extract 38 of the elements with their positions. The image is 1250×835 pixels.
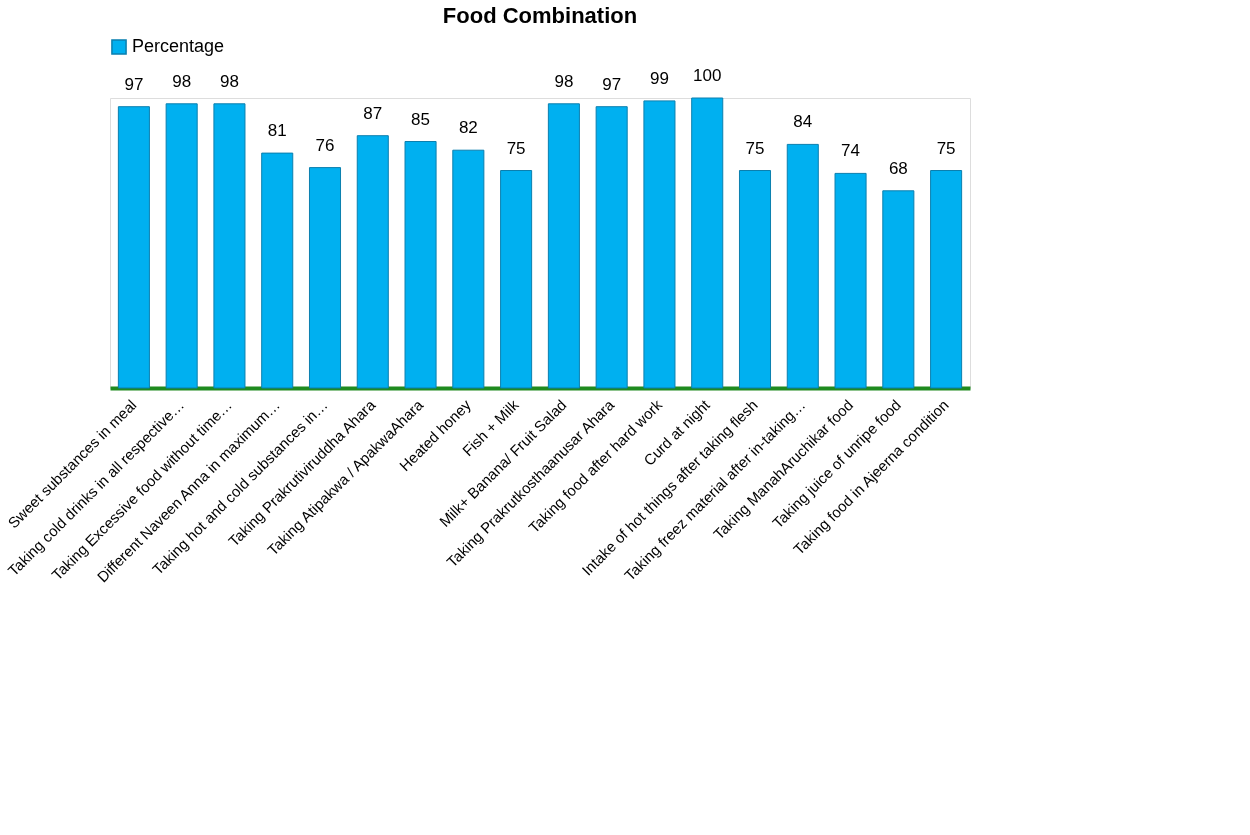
data-label: 85 xyxy=(411,109,431,129)
bar xyxy=(643,100,676,389)
bar xyxy=(786,143,819,389)
data-label: 87 xyxy=(363,103,383,123)
bar xyxy=(882,190,915,389)
bar xyxy=(738,170,772,389)
data-label: 74 xyxy=(841,141,861,161)
legend-label: Percentage xyxy=(132,36,225,56)
bar xyxy=(308,167,342,389)
bar xyxy=(500,170,533,389)
bar xyxy=(261,152,294,389)
data-label: 82 xyxy=(458,118,478,138)
data-label: 97 xyxy=(602,74,622,94)
bar xyxy=(356,135,389,389)
bar xyxy=(930,170,963,389)
bar xyxy=(213,103,246,389)
data-label: 75 xyxy=(506,138,526,158)
data-label: 75 xyxy=(745,138,765,158)
data-label: 98 xyxy=(554,71,574,91)
data-label: 99 xyxy=(649,68,669,88)
bar xyxy=(595,106,628,389)
bar xyxy=(452,149,485,389)
data-label: 97 xyxy=(124,74,144,94)
data-label: 76 xyxy=(315,135,335,155)
data-label: 75 xyxy=(936,138,956,158)
data-label: 81 xyxy=(267,121,287,141)
data-label: 84 xyxy=(793,112,813,132)
chart-title: Food Combination xyxy=(442,3,638,28)
bar xyxy=(404,141,437,389)
bar xyxy=(834,172,867,389)
data-label: 98 xyxy=(172,71,192,91)
bar xyxy=(117,106,150,389)
data-label: 100 xyxy=(693,66,722,85)
data-label: 68 xyxy=(888,158,908,178)
bar xyxy=(547,103,580,389)
bar xyxy=(691,97,724,389)
data-label: 98 xyxy=(219,71,239,91)
bar xyxy=(165,103,198,389)
